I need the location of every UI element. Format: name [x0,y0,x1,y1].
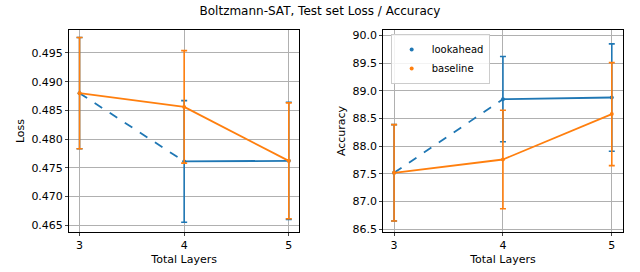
svg-text:lookahead: lookahead [432,44,484,55]
svg-text:0.490: 0.490 [31,76,63,89]
svg-text:0.475: 0.475 [31,162,63,175]
svg-text:Loss: Loss [14,119,27,143]
svg-text:90.0: 90.0 [353,29,378,42]
svg-text:88.5: 88.5 [353,112,378,125]
svg-text:4: 4 [499,239,506,252]
svg-text:87.5: 87.5 [353,168,378,181]
svg-text:4: 4 [181,239,188,252]
svg-text:Total Layers: Total Layers [150,253,217,266]
svg-text:89.5: 89.5 [353,57,378,70]
svg-text:0.495: 0.495 [31,47,63,60]
svg-text:Accuracy: Accuracy [335,105,348,156]
svg-text:0.465: 0.465 [31,219,63,232]
svg-text:Boltzmann-SAT, Test set Loss /: Boltzmann-SAT, Test set Loss / Accuracy [200,4,441,18]
svg-text:3: 3 [76,239,83,252]
svg-text:0.485: 0.485 [31,104,63,117]
svg-text:0.480: 0.480 [31,133,63,146]
svg-text:86.5: 86.5 [353,223,378,236]
svg-text:5: 5 [608,239,615,252]
svg-text:89.0: 89.0 [353,85,378,98]
svg-text:baseline: baseline [432,63,474,74]
svg-text:Total Layers: Total Layers [469,253,536,266]
svg-text:88.0: 88.0 [353,140,378,153]
svg-text:0.470: 0.470 [31,190,63,203]
svg-text:5: 5 [285,239,292,252]
svg-text:87.0: 87.0 [353,195,378,208]
svg-text:3: 3 [391,239,398,252]
